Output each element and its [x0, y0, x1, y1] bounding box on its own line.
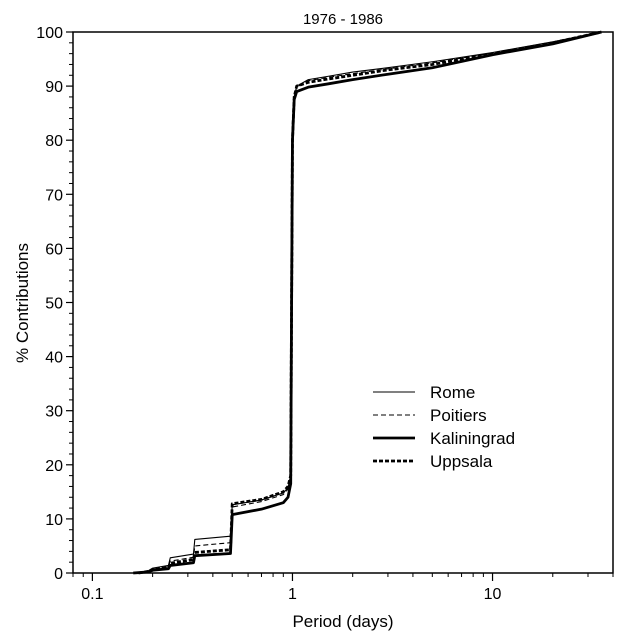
y-tick-label: 50: [45, 296, 63, 313]
y-tick-label: 60: [45, 241, 63, 258]
y-tick-label: 40: [45, 350, 63, 367]
chart-title: 1976 - 1986: [303, 11, 383, 28]
y-tick-label: 100: [36, 25, 63, 42]
axis-ticks: 0 10 20 30 40 50 60 70 80 90 100 0.1 1 10: [36, 25, 614, 603]
y-axis-label: % Contributions: [13, 243, 32, 363]
x-tick-label: 1: [288, 586, 297, 603]
legend-label: Kaliningrad: [430, 429, 515, 448]
legend-label: Uppsala: [430, 452, 493, 471]
y-tick-label: 70: [45, 187, 63, 204]
y-tick-label: 10: [45, 512, 63, 529]
series-layer: [133, 30, 602, 575]
y-tick-label: 0: [54, 566, 63, 583]
legend: Rome Poitiers Kaliningrad Uppsala: [373, 383, 515, 471]
y-tick-label: 80: [45, 133, 63, 150]
y-tick-label: 30: [45, 404, 63, 421]
legend-label: Poitiers: [430, 406, 487, 425]
series-line-0: [138, 31, 602, 574]
series-line-3: [138, 30, 602, 575]
x-tick-label: 0.1: [81, 586, 103, 603]
y-tick-label: 90: [45, 79, 63, 96]
series-line-2: [133, 30, 602, 575]
x-tick-label: 10: [484, 586, 502, 603]
x-axis-label: Period (days): [292, 612, 393, 631]
series-line-1: [138, 31, 602, 574]
plot-area: [72, 31, 614, 574]
y-tick-label: 20: [45, 458, 63, 475]
legend-label: Rome: [430, 383, 475, 402]
